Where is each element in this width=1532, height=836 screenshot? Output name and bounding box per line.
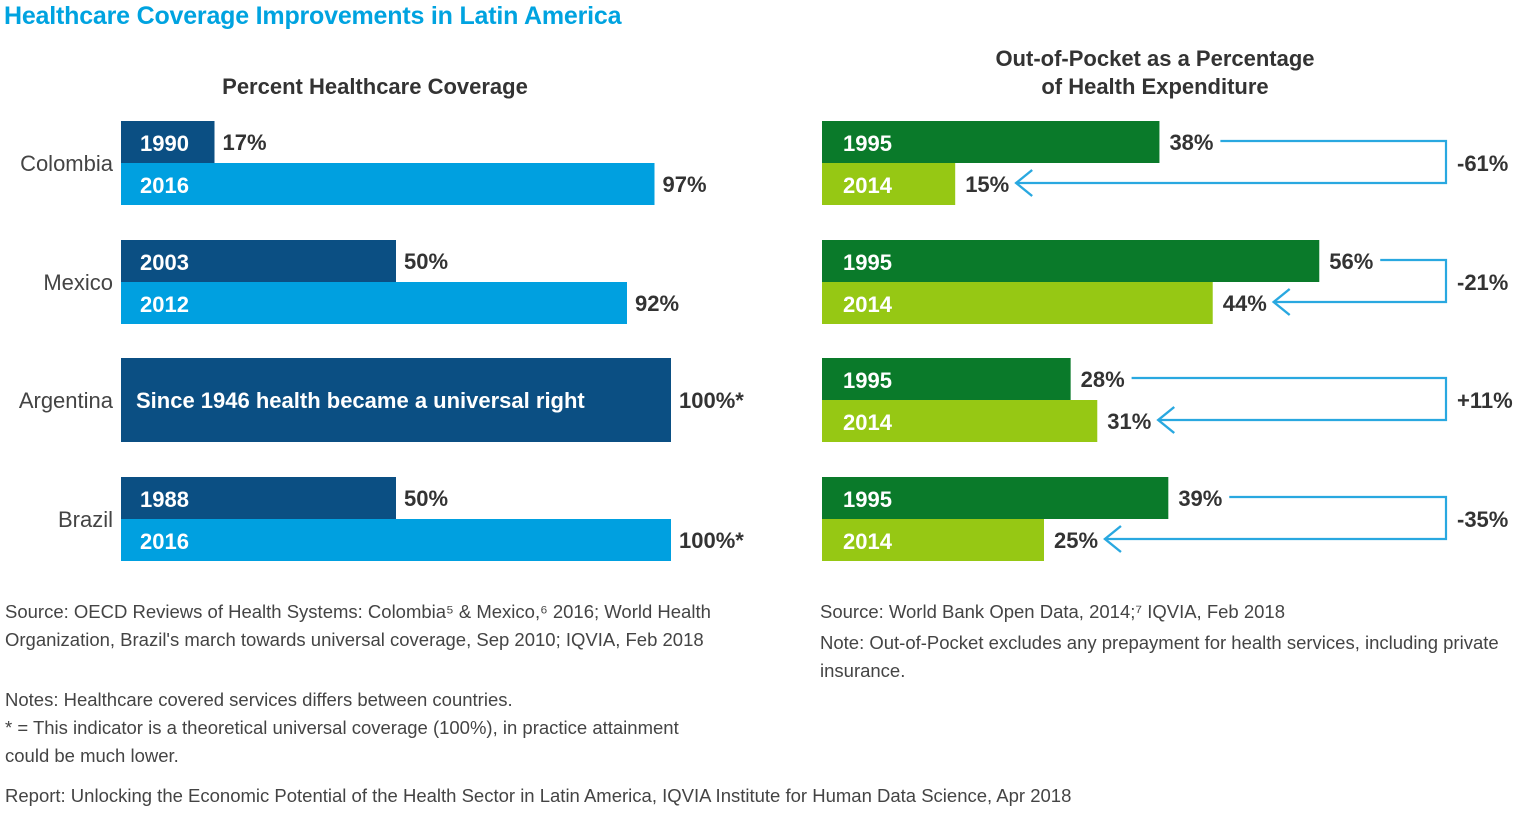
change-arrowhead-2 bbox=[1156, 406, 1175, 434]
change-bracket-0 bbox=[1016, 139, 1448, 185]
coverage-value-label-colombia-1990: 17% bbox=[223, 130, 267, 155]
coverage-year-label-colombia-1990: 1990 bbox=[140, 131, 189, 156]
coverage-bar-brazil-1988 bbox=[121, 477, 396, 519]
out-of-pocket-value-label-1-2014: 44% bbox=[1223, 291, 1267, 316]
coverage-asterisk-note: * = This indicator is a theoretical univ… bbox=[5, 717, 679, 766]
change-arrowhead-3 bbox=[1103, 525, 1122, 553]
coverage-bar-argentina-since-1946-health-became-a-universal-right bbox=[121, 358, 671, 442]
coverage-year-label-colombia-2016: 2016 bbox=[140, 173, 189, 198]
out-of-pocket-year-label-2-2014: 2014 bbox=[843, 410, 893, 435]
coverage-year-label-brazil-2016: 2016 bbox=[140, 529, 189, 554]
coverage-bar-colombia-2016 bbox=[121, 163, 655, 205]
coverage-bar-brazil-2016 bbox=[121, 519, 671, 561]
coverage-value-label-colombia-2016: 97% bbox=[663, 172, 707, 197]
country-label-mexico: Mexico bbox=[43, 270, 113, 295]
coverage-value-label-mexico-2012: 92% bbox=[635, 291, 679, 316]
change-arrowhead-0 bbox=[1014, 169, 1033, 197]
out-of-pocket-note: Note: Out-of-Pocket excludes any prepaym… bbox=[820, 632, 1499, 681]
out-of-pocket-bar-3-2014 bbox=[822, 519, 1044, 561]
out-of-pocket-bar-0-2014 bbox=[822, 163, 956, 205]
out-of-pocket-bar-0-1995 bbox=[822, 121, 1160, 163]
out-of-pocket-year-label-3-2014: 2014 bbox=[843, 529, 893, 554]
coverage-bar-text-argentina: Since 1946 health became a universal rig… bbox=[136, 388, 585, 413]
coverage-source-note: Source: OECD Reviews of Health Systems: … bbox=[5, 601, 711, 650]
coverage-bar-mexico-2003 bbox=[121, 240, 396, 282]
coverage-value-label-argentina-since-1946-health-became-a-universal-right: 100%* bbox=[679, 388, 744, 413]
country-label-brazil: Brazil bbox=[58, 507, 113, 532]
country-label-argentina: Argentina bbox=[19, 388, 114, 413]
out-of-pocket-bar-1-1995 bbox=[822, 240, 1320, 282]
change-bracket-1 bbox=[1273, 258, 1448, 304]
out-of-pocket-title-line-2: of Health Expenditure bbox=[1041, 74, 1269, 99]
out-of-pocket-value-label-2-1995: 28% bbox=[1081, 367, 1125, 392]
coverage-year-label-brazil-1988: 1988 bbox=[140, 487, 189, 512]
coverage-value-label-brazil-1988: 50% bbox=[404, 486, 448, 511]
out-of-pocket-value-label-3-2014: 25% bbox=[1054, 528, 1098, 553]
out-of-pocket-bar-2-2014 bbox=[822, 400, 1098, 442]
out-of-pocket-year-label-2-1995: 1995 bbox=[843, 368, 892, 393]
country-label-colombia: Colombia bbox=[20, 151, 114, 176]
change-percentage-label-3: -35% bbox=[1457, 507, 1508, 532]
out-of-pocket-panel-title: Out-of-Pocket as a Percentage of Health … bbox=[940, 45, 1370, 101]
change-arrowhead-1 bbox=[1271, 288, 1291, 316]
out-of-pocket-year-label-0-2014: 2014 bbox=[843, 173, 893, 198]
coverage-bar-colombia-1990 bbox=[121, 121, 215, 163]
coverage-bar-mexico-2012 bbox=[121, 282, 627, 324]
out-of-pocket-year-label-0-1995: 1995 bbox=[843, 131, 892, 156]
out-of-pocket-year-label-3-1995: 1995 bbox=[843, 487, 892, 512]
out-of-pocket-bar-3-1995 bbox=[822, 477, 1169, 519]
coverage-value-label-brazil-2016: 100%* bbox=[679, 528, 744, 553]
out-of-pocket-bar-2-1995 bbox=[822, 358, 1071, 400]
coverage-value-label-mexico-2003: 50% bbox=[404, 249, 448, 274]
out-of-pocket-value-label-1-1995: 56% bbox=[1329, 249, 1373, 274]
chart-main-title: Healthcare Coverage Improvements in Lati… bbox=[4, 2, 622, 30]
out-of-pocket-value-label-3-1995: 39% bbox=[1178, 486, 1222, 511]
coverage-panel-title: Percent Healthcare Coverage bbox=[222, 74, 528, 99]
out-of-pocket-title-line-1: Out-of-Pocket as a Percentage bbox=[995, 46, 1315, 71]
change-percentage-label-2: +11% bbox=[1457, 388, 1513, 413]
out-of-pocket-source-note: Source: World Bank Open Data, 2014;⁷ IQV… bbox=[820, 601, 1286, 622]
coverage-year-label-mexico-2003: 2003 bbox=[140, 250, 189, 275]
change-percentage-label-0: -61% bbox=[1457, 151, 1508, 176]
coverage-year-label-mexico-2012: 2012 bbox=[140, 292, 189, 317]
change-percentage-label-1: -21% bbox=[1457, 270, 1508, 295]
out-of-pocket-value-label-0-2014: 15% bbox=[965, 172, 1009, 197]
out-of-pocket-bar-1-2014 bbox=[822, 282, 1213, 324]
out-of-pocket-year-label-1-2014: 2014 bbox=[843, 292, 893, 317]
change-bracket-2 bbox=[1131, 376, 1448, 422]
report-citation: Report: Unlocking the Economic Potential… bbox=[5, 785, 1072, 806]
change-bracket-3 bbox=[1104, 495, 1448, 541]
out-of-pocket-value-label-2-2014: 31% bbox=[1107, 409, 1151, 434]
out-of-pocket-year-label-1-1995: 1995 bbox=[843, 250, 892, 275]
coverage-notes: Notes: Healthcare covered services diffe… bbox=[5, 689, 513, 710]
out-of-pocket-value-label-0-1995: 38% bbox=[1169, 130, 1213, 155]
